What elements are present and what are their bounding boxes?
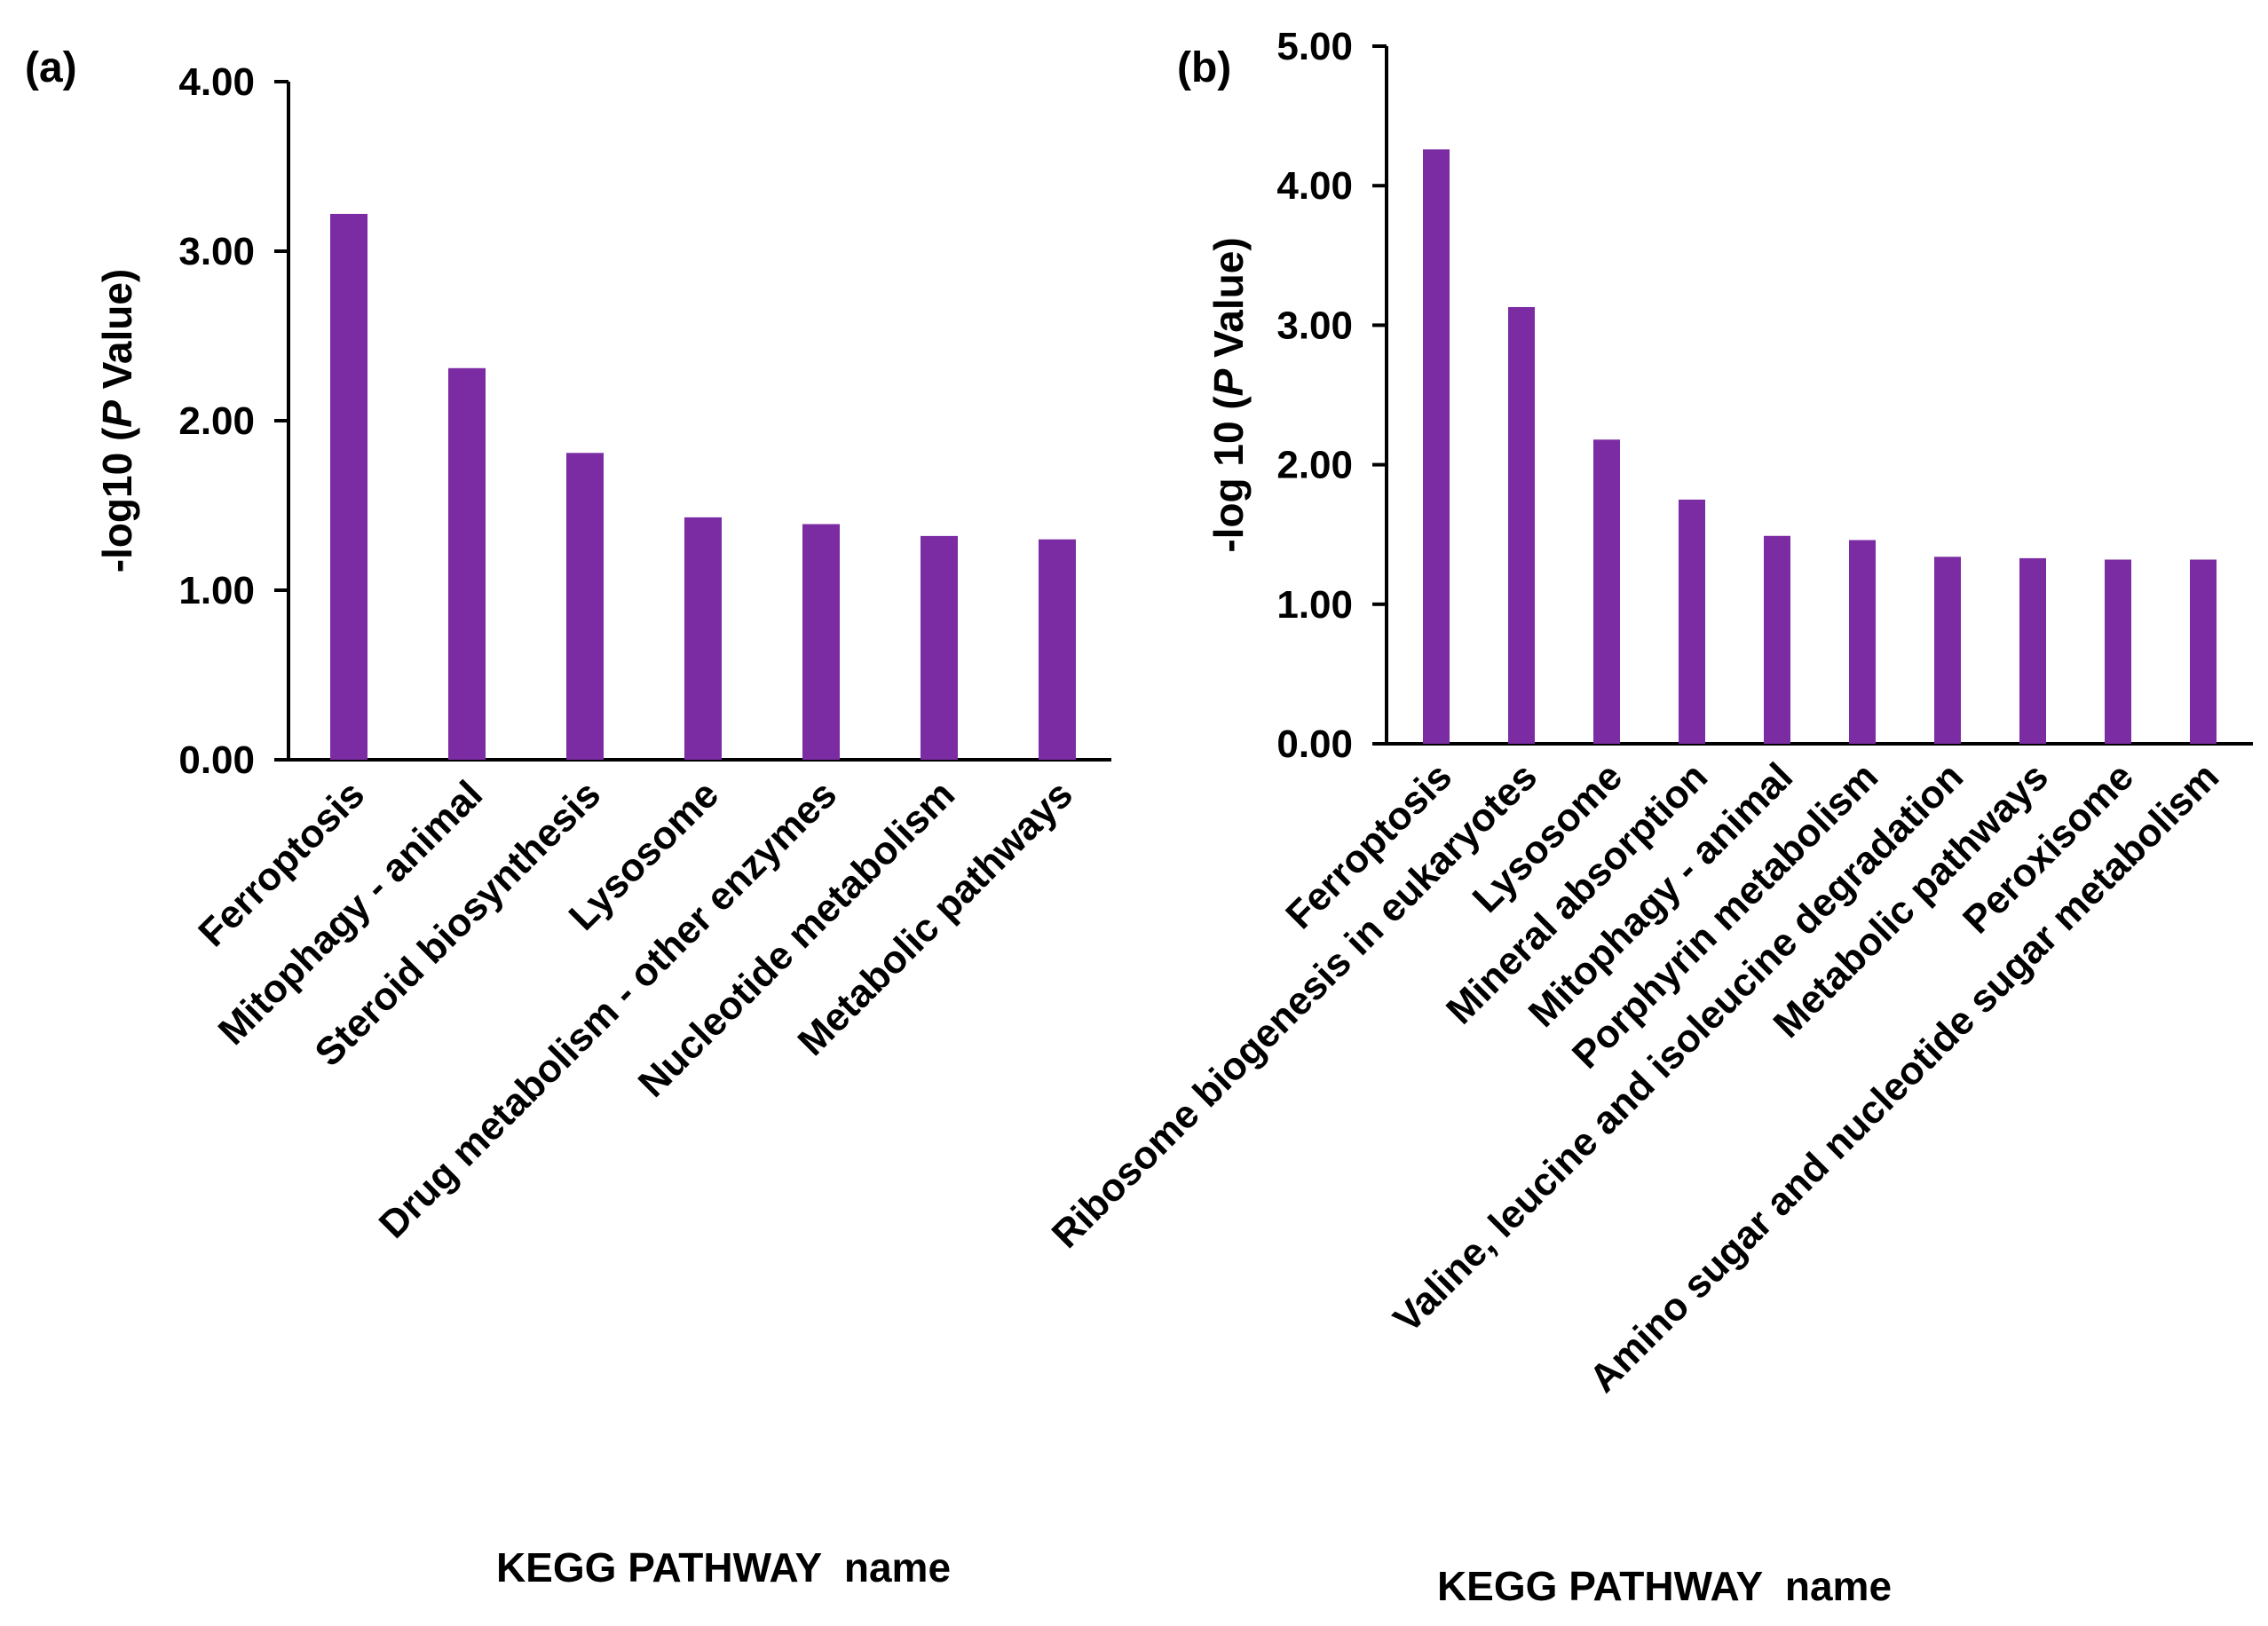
panel-b-x-axis-title: KEGG PATHWAY name <box>1437 1563 1892 1609</box>
panel-a-x-axis-title: KEGG PATHWAY name <box>496 1544 951 1590</box>
panel-b-bar <box>1679 499 1705 744</box>
panel-b-y-ticks: 0.00 1.00 2.00 3.00 4.00 5.00 <box>1276 25 1387 766</box>
panel-a-y-tick-label: 2.00 <box>178 399 255 443</box>
panel-a-y-axis-title: -log10 (P Value) <box>94 269 140 573</box>
panel-a-y-tick-label: 4.00 <box>178 60 255 104</box>
panel-a-y-tick-label: 1.00 <box>178 569 255 612</box>
panel-a-bar <box>330 213 367 761</box>
panel-b-y-tick-label: 0.00 <box>1276 722 1353 766</box>
panel-a-bar <box>1039 539 1076 760</box>
panel-a-bars <box>330 213 1076 761</box>
panel-b-bar <box>2105 559 2131 744</box>
panel-a-bar <box>448 367 486 760</box>
panel-a-bar <box>684 517 722 760</box>
panel-b-y-tick-label: 2.00 <box>1276 444 1353 487</box>
panel-b-bar <box>1593 439 1620 744</box>
panel-b-bar <box>1849 540 1876 744</box>
chart-panel-b: (b) 0.00 1.00 2.00 3.00 4.00 5.00 Ferroptosis… <box>1044 25 2253 1609</box>
panel-b-bar <box>1934 556 1961 744</box>
panel-a-y-tick-label: 0.00 <box>178 738 255 782</box>
panel-b-y-tick-label: 3.00 <box>1276 304 1353 347</box>
chart-panel-a: (a) 0.00 1.00 2.00 3.00 4.00 FerroptosisMito… <box>25 44 1111 1590</box>
panel-a-y-tick-label: 3.00 <box>178 230 255 273</box>
panel-a-y-ticks: 0.00 1.00 2.00 3.00 4.00 <box>178 60 288 782</box>
panel-b-bar <box>2190 559 2217 744</box>
panel-b-bars <box>1423 149 2217 744</box>
panel-b-bar <box>1508 306 1535 744</box>
panel-b-y-axis-title: -log 10 (P Value) <box>1205 237 1252 552</box>
panel-b-bar <box>1764 535 1790 744</box>
panel-a-label: (a) <box>25 44 77 91</box>
panel-a-bar <box>921 535 958 760</box>
panel-b-bar <box>1423 149 1450 744</box>
panel-a-bar <box>566 453 604 760</box>
panel-b-bar <box>2019 557 2046 744</box>
panel-b-y-tick-label: 4.00 <box>1276 164 1353 208</box>
panel-a-bar <box>802 524 840 760</box>
panel-b-label: (b) <box>1177 44 1231 91</box>
panel-b-y-tick-label: 1.00 <box>1276 583 1353 627</box>
panel-b-y-tick-label: 5.00 <box>1276 25 1353 68</box>
